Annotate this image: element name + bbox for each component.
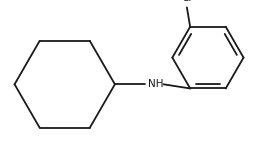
Text: Cl: Cl bbox=[182, 0, 192, 3]
Text: NH: NH bbox=[148, 79, 163, 89]
